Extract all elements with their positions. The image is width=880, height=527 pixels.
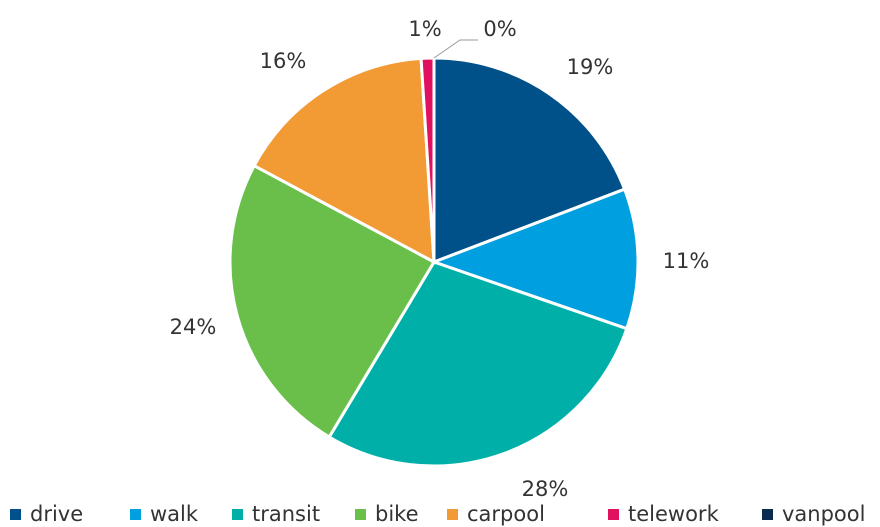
data-label: 16% [260,49,307,73]
legend-swatch [608,509,619,520]
pie-slice [429,187,640,331]
data-label: 24% [170,315,217,339]
data-label: 0% [483,17,516,41]
data-label: 1% [408,17,441,41]
legend-swatch [355,509,366,520]
legend-swatch [10,509,21,520]
leader-line [433,39,478,59]
data-label: 19% [567,55,614,79]
pie-slice [252,56,436,265]
legend-swatch [130,509,141,520]
legend-label: vanpool [782,502,865,526]
legend-label: carpool [467,502,545,526]
legend-label: drive [30,502,83,526]
legend-label: bike [375,502,419,526]
legend-label: walk [150,502,199,526]
pie-slice [432,56,627,265]
data-label: 28% [522,477,569,501]
legend-swatch [232,509,243,520]
legend-swatch [447,509,458,520]
legend-label: transit [252,502,320,526]
legend-label: telework [628,502,720,526]
data-label: 11% [663,249,710,273]
legend-swatch [762,509,773,520]
pie-slice [228,163,437,440]
